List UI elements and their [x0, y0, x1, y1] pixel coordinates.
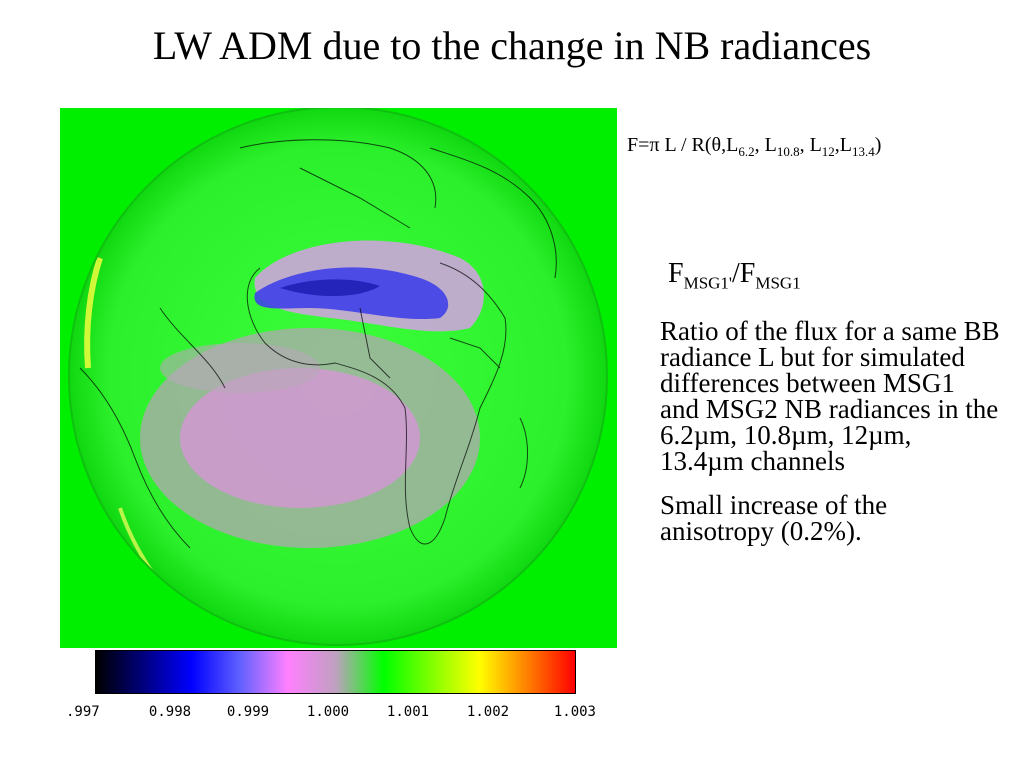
- tick-label: 0.998: [148, 704, 192, 720]
- color-scale-ticks: .997 0.998 0.999 1.000 1.001 1.002 1.003: [66, 704, 596, 724]
- description-paragraph-1: Ratio of the flux for a same BB radiance…: [660, 316, 1000, 476]
- tick-label: 1.003: [553, 704, 596, 720]
- slide-title: LW ADM due to the change in NB radiances: [152, 23, 872, 68]
- adm-formula: F=π L / R(θ,L6.2, L10.8, L12,L13.4): [627, 134, 882, 159]
- earth-disk-map: [60, 108, 617, 648]
- flux-ratio-label: FMSG1'/FMSG1: [668, 258, 801, 293]
- tick-label: 1.002: [466, 704, 510, 720]
- tick-label: 1.000: [306, 704, 350, 720]
- description: Ratio of the flux for a same BB radiance…: [660, 318, 1000, 562]
- tick-label: .997: [66, 704, 100, 720]
- tick-label: 0.999: [226, 704, 270, 720]
- tick-label: 1.001: [386, 704, 430, 720]
- color-scale-bar: [95, 650, 576, 694]
- description-paragraph-2: Small increase of the anisotropy (0.2%).: [660, 490, 888, 546]
